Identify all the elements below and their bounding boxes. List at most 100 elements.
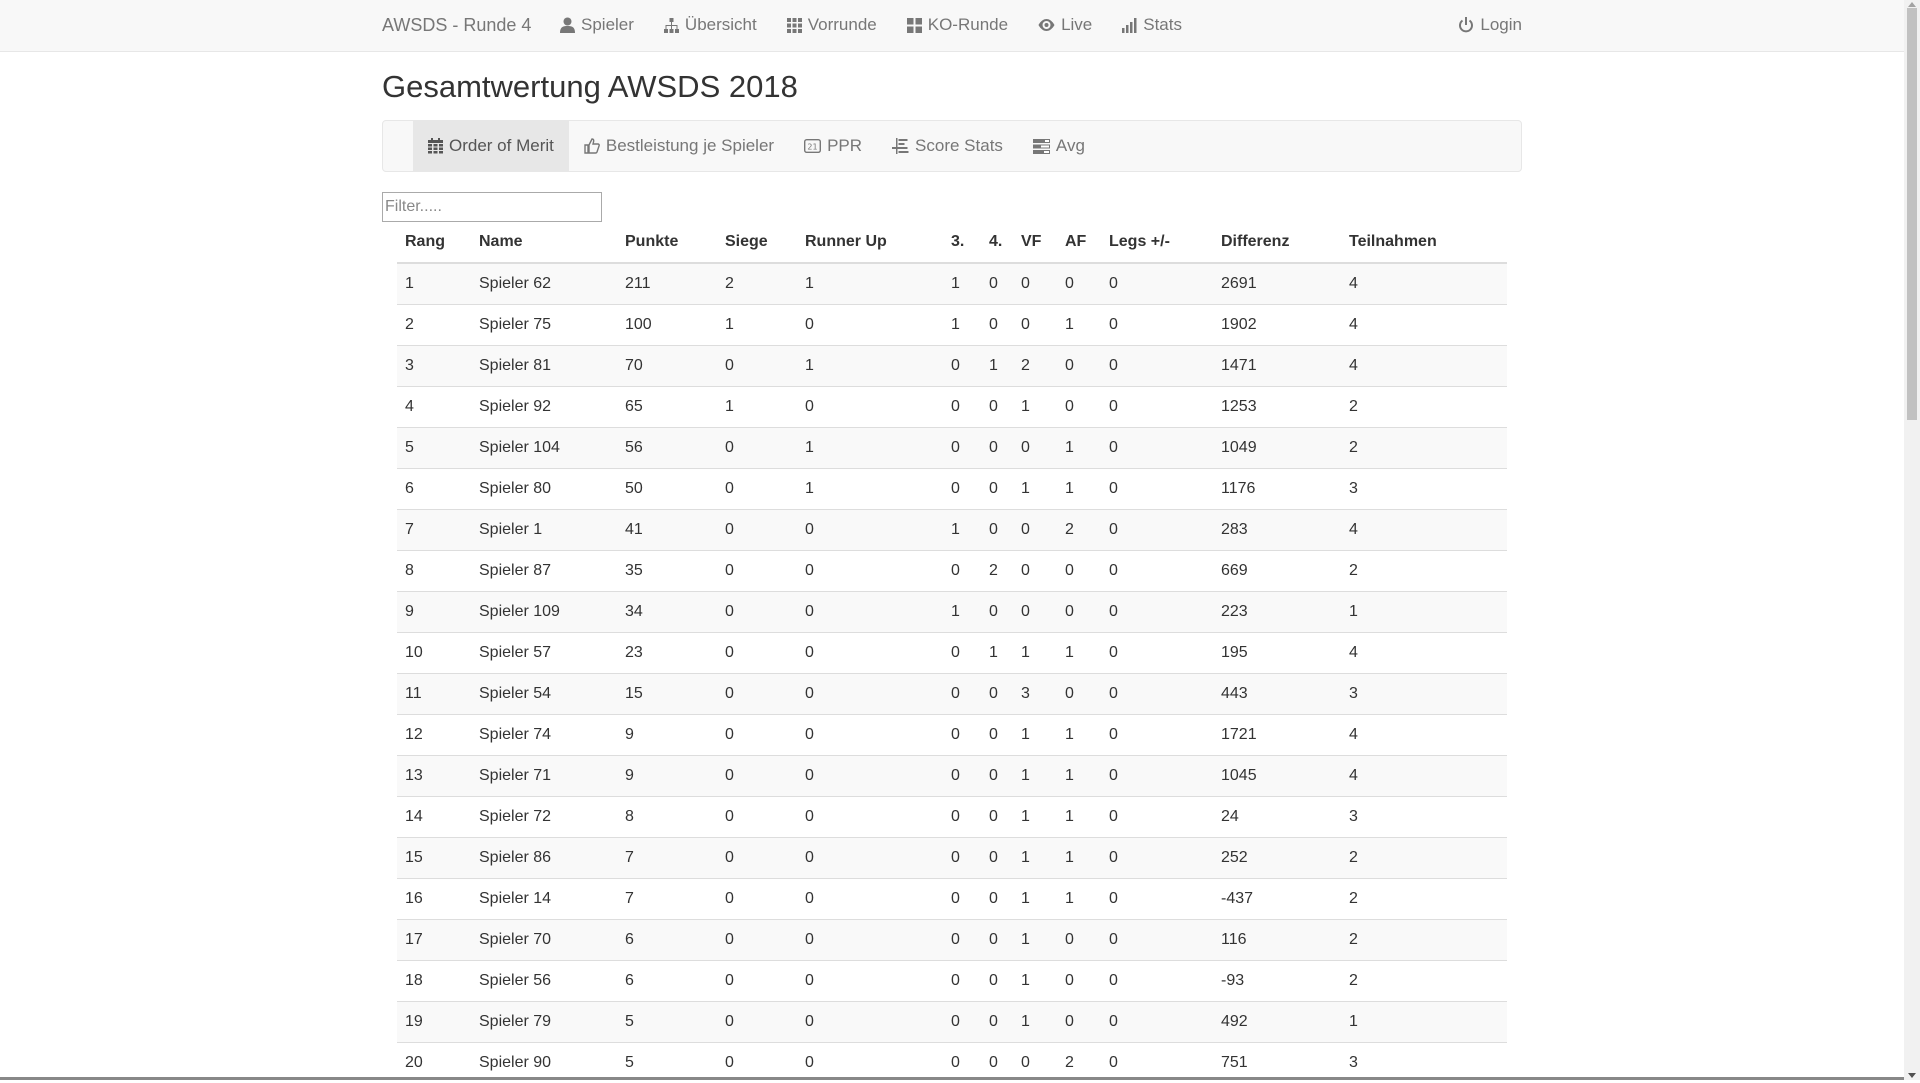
- cell-vf: 0: [1013, 262, 1057, 304]
- cell-name: Spieler 81: [471, 344, 617, 386]
- table-row[interactable]: 19 Spieler 79 5 0 0 0 0 1 0 0 492 1: [397, 1000, 1507, 1042]
- cell-name: Spieler 75: [471, 303, 617, 345]
- column-header-differenz[interactable]: Differenz: [1213, 222, 1341, 264]
- table-row[interactable]: 6 Spieler 80 50 0 1 0 0 1 1 0 1176 3: [397, 467, 1507, 509]
- nav-item-stats[interactable]: Stats: [1122, 0, 1182, 50]
- cell-third: 1: [943, 590, 981, 632]
- table-row[interactable]: 12 Spieler 74 9 0 0 0 0 1 1 0 1721 4: [397, 713, 1507, 755]
- cell-rang: 19: [397, 1000, 471, 1042]
- calendar-icon: [428, 138, 443, 154]
- cell-punkte: 100: [617, 303, 717, 345]
- horizontal-scrollbar[interactable]: [0, 1077, 1904, 1080]
- column-header-third[interactable]: 3.: [943, 222, 981, 264]
- cell-teilnahmen: 2: [1341, 959, 1507, 1001]
- cell-name: Spieler 1: [471, 508, 617, 550]
- table-row[interactable]: 18 Spieler 56 6 0 0 0 0 1 0 0 -93 2: [397, 959, 1507, 1001]
- tab-avg[interactable]: Avg: [1018, 121, 1100, 171]
- cell-siege: 0: [717, 590, 797, 632]
- column-header-af[interactable]: AF: [1057, 222, 1101, 264]
- column-header-siege[interactable]: Siege: [717, 222, 797, 264]
- tab-label: Avg: [1055, 136, 1085, 155]
- cell-rang: 11: [397, 672, 471, 714]
- table-row[interactable]: 11 Spieler 54 15 0 0 0 0 3 0 0 443 3: [397, 672, 1507, 714]
- column-header-runner-up[interactable]: Runner Up: [797, 222, 943, 264]
- cell-legs: 0: [1101, 344, 1213, 386]
- table-row[interactable]: 10 Spieler 57 23 0 0 0 1 1 1 0 195 4: [397, 631, 1507, 673]
- column-header-fourth[interactable]: 4.: [981, 222, 1013, 264]
- table-row[interactable]: 5 Spieler 104 56 0 1 0 0 0 1 0 1049 2: [397, 426, 1507, 468]
- cell-vf: 1: [1013, 631, 1057, 673]
- cell-third: 0: [943, 877, 981, 919]
- tab-bestleistung-je-spieler[interactable]: Bestleistung je Spieler: [569, 121, 789, 171]
- cell-legs: 0: [1101, 385, 1213, 427]
- column-header-vf[interactable]: VF: [1013, 222, 1057, 264]
- table-row[interactable]: 4 Spieler 92 65 1 0 0 0 1 0 0 1253 2: [397, 385, 1507, 427]
- nav-item-live[interactable]: Live: [1038, 0, 1092, 50]
- table-row[interactable]: 17 Spieler 70 6 0 0 0 0 1 0 0 116 2: [397, 918, 1507, 960]
- cell-af: 1: [1057, 754, 1101, 796]
- cell-runner-up: 0: [797, 877, 943, 919]
- cell-teilnahmen: 4: [1341, 344, 1507, 386]
- cell-differenz: 116: [1213, 918, 1341, 960]
- nav-item-vorrunde[interactable]: Vorrunde: [786, 0, 877, 50]
- cell-name: Spieler 79: [471, 1000, 617, 1042]
- table-row[interactable]: 13 Spieler 71 9 0 0 0 0 1 1 0 1045 4: [397, 754, 1507, 796]
- filter-input[interactable]: [382, 192, 602, 222]
- scroll-down-arrow[interactable]: [1908, 1073, 1916, 1078]
- scroll-up-arrow[interactable]: [1908, 2, 1916, 7]
- tab-order-of-merit[interactable]: Order of Merit: [413, 121, 569, 171]
- table-row[interactable]: 9 Spieler 109 34 0 0 1 0 0 0 0 223 1: [397, 590, 1507, 632]
- nav-item-uebersicht[interactable]: Übersicht: [663, 0, 757, 50]
- cell-name: Spieler 80: [471, 467, 617, 509]
- cell-fourth: 0: [981, 590, 1013, 632]
- cell-punkte: 211: [617, 262, 717, 304]
- vertical-scrollbar[interactable]: [1904, 0, 1920, 1080]
- table-row[interactable]: 3 Spieler 81 70 0 1 0 1 2 0 0 1471 4: [397, 344, 1507, 386]
- cell-runner-up: 0: [797, 918, 943, 960]
- tab-ppr[interactable]: 21 PPR: [789, 121, 877, 171]
- table-row[interactable]: 14 Spieler 72 8 0 0 0 0 1 1 0 24 3: [397, 795, 1507, 837]
- table-row[interactable]: 2 Spieler 75 100 1 0 1 0 0 1 0 1902 4: [397, 303, 1507, 345]
- cell-third: 0: [943, 1041, 981, 1083]
- cell-differenz: -93: [1213, 959, 1341, 1001]
- table-row[interactable]: 7 Spieler 1 41 0 0 1 0 0 2 0 283 4: [397, 508, 1507, 550]
- cell-teilnahmen: 2: [1341, 877, 1507, 919]
- column-header-rang[interactable]: Rang: [397, 222, 471, 264]
- nav-item-label: Stats: [1143, 15, 1182, 34]
- cell-rang: 10: [397, 631, 471, 673]
- cell-teilnahmen: 4: [1341, 631, 1507, 673]
- column-header-teilnahmen[interactable]: Teilnahmen: [1341, 222, 1507, 264]
- eye-icon: [1038, 18, 1055, 32]
- nav-item-spieler[interactable]: Spieler: [560, 0, 634, 50]
- cell-fourth: 1: [981, 631, 1013, 673]
- table-row[interactable]: 15 Spieler 86 7 0 0 0 0 1 1 0 252 2: [397, 836, 1507, 878]
- navbar-container: AWSDS - Runde 4 Spieler Übersicht Vorrun…: [382, 0, 1522, 52]
- cell-siege: 0: [717, 631, 797, 673]
- nav-item-ko-runde[interactable]: KO-Runde: [906, 0, 1009, 50]
- column-header-name[interactable]: Name: [471, 222, 617, 264]
- column-header-legs[interactable]: Legs +/-: [1101, 222, 1213, 264]
- cell-fourth: 0: [981, 836, 1013, 878]
- tab-label: PPR: [827, 136, 863, 155]
- cell-vf: 1: [1013, 385, 1057, 427]
- table-row[interactable]: 8 Spieler 87 35 0 0 0 2 0 0 0 669 2: [397, 549, 1507, 591]
- cell-runner-up: 0: [797, 795, 943, 837]
- nav-item-label: KO-Runde: [927, 15, 1009, 34]
- cell-af: 0: [1057, 549, 1101, 591]
- user-icon: [560, 17, 575, 33]
- cell-rang: 6: [397, 467, 471, 509]
- cell-rang: 4: [397, 385, 471, 427]
- scrollbar-thumb[interactable]: [1907, 8, 1917, 420]
- cell-name: Spieler 74: [471, 713, 617, 755]
- table-row[interactable]: 1 Spieler 62 211 2 1 1 0 0 0 0 2691 4: [397, 262, 1507, 304]
- login-link[interactable]: Login: [1458, 0, 1522, 50]
- table-row[interactable]: 16 Spieler 14 7 0 0 0 0 1 1 0 -437 2: [397, 877, 1507, 919]
- table-row[interactable]: 20 Spieler 90 5 0 0 0 0 0 2 0 751 3: [397, 1041, 1507, 1083]
- cell-differenz: 1049: [1213, 426, 1341, 468]
- tab-score-stats[interactable]: Score Stats: [877, 121, 1018, 171]
- cell-legs: 0: [1101, 303, 1213, 345]
- navbar-brand[interactable]: AWSDS - Runde 4: [382, 15, 532, 35]
- column-header-punkte[interactable]: Punkte: [617, 222, 717, 264]
- cell-punkte: 9: [617, 754, 717, 796]
- cell-fourth: 0: [981, 795, 1013, 837]
